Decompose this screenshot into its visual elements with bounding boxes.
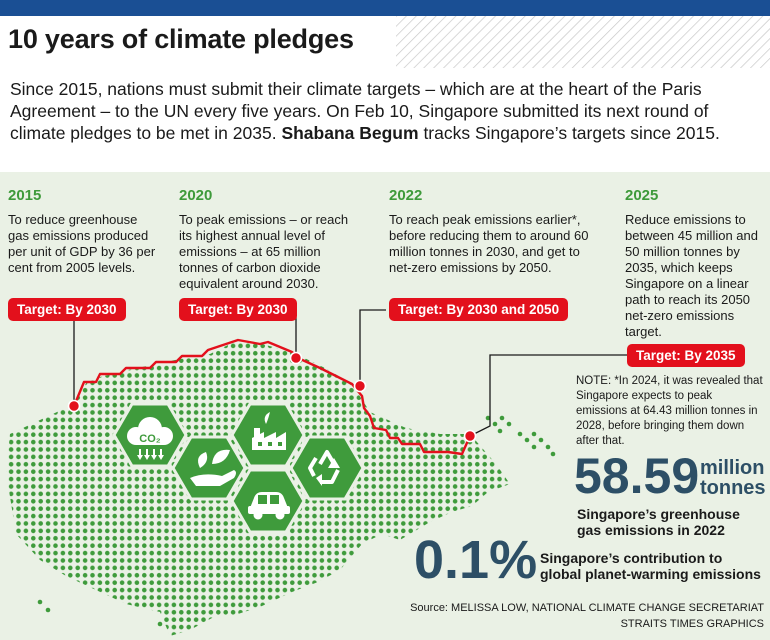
factory-icon [252,412,286,450]
emissions-unit-2: tonnes [700,477,766,499]
intro-paragraph: Since 2015, nations must submit their cl… [10,78,760,144]
emissions-unit-1: million [700,457,765,479]
share-desc-2: global planet-warming emissions [540,566,761,582]
leaf-hand-icon [190,449,236,486]
share-desc-1: Singapore’s contribution to [540,550,723,566]
intro-author: Shabana Begum [281,123,419,143]
svg-text:CO₂: CO₂ [139,433,161,445]
milestone-dot-2020 [289,351,303,365]
source-line-2: STRAITS TIMES GRAPHICS [620,618,764,630]
target-badge-2015: Target: By 2030 [8,298,126,321]
intro-text: Since 2015, nations must submit their cl… [10,79,709,143]
intro-tail: tracks Singapore’s targets since 2015. [423,123,720,143]
emissions-value: 58.59 [574,448,700,504]
milestone-dot-2022 [353,379,367,393]
top-banner-bar [0,0,770,16]
milestone-year-2020: 2020 [179,187,213,204]
milestone-dot-2025 [463,429,477,443]
pledges-panel: CO₂ [0,172,770,640]
emissions-desc-1: Singapore’s greenhouse [577,506,740,522]
milestone-desc-2025: Reduce emissions to between 45 million a… [625,212,758,339]
recycle-icon [308,450,340,486]
co2-cloud-icon: CO₂ [127,417,173,460]
car-icon [248,492,290,520]
emissions-desc-2: gas emissions in 2022 [577,522,725,538]
milestone-desc-2022: To reach peak emissions earlier*, before… [389,212,589,275]
connector-lines [73,309,630,437]
milestone-year-2025: 2025 [625,187,659,204]
page-title: 10 years of climate pledges [8,24,354,54]
target-badge-2022: Target: By 2030 and 2050 [389,298,569,321]
singapore-dot-map: CO₂ [6,309,630,636]
title-area: 10 years of climate pledges [0,16,770,68]
milestone-dot-2015 [67,399,81,413]
milestone-year-2022: 2022 [389,187,423,204]
hexagon-factory [230,402,306,468]
island-dots [37,415,556,627]
hexagon-recycle [289,435,365,501]
target-badge-2020: Target: By 2030 [179,298,297,321]
hatch-pattern-decoration [396,16,770,68]
milestone-year-2015: 2015 [8,187,42,204]
target-badge-2025: Target: By 2035 [627,344,745,367]
footnote: NOTE: *In 2024, it was revealed that Sin… [576,375,763,447]
hexagon-cluster: CO₂ [112,402,365,534]
milestone-desc-2020: To peak emissions – or reach its highest… [179,212,349,291]
source-line-1: Source: MELISSA LOW, NATIONAL CLIMATE CH… [410,602,764,614]
share-value: 0.1% [414,530,538,590]
milestone-dots [67,351,477,443]
milestone-desc-2015: To reduce greenhouse gas emissions produ… [8,212,156,275]
